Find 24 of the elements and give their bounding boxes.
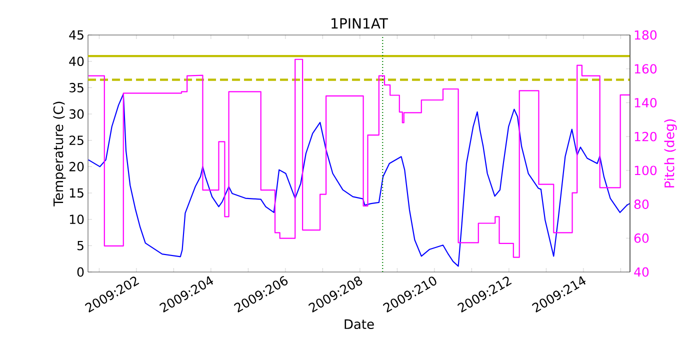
y-tick-label: 10 <box>70 214 84 224</box>
y-tick-label: 30 <box>70 109 84 119</box>
y-tick-label: 0 <box>77 267 84 277</box>
y-axis-title: Temperature (C) <box>53 102 66 206</box>
y-tick-label: 45 <box>69 30 84 40</box>
y-tick-label: 5 <box>77 241 84 250</box>
y-tick-label: 25 <box>69 136 84 146</box>
y2-tick-label: 160 <box>634 64 657 74</box>
y-tick-label: 20 <box>69 162 84 172</box>
y2-tick-label: 40 <box>634 267 649 277</box>
chart-title: 1PIN1AT <box>332 18 388 28</box>
y-tick-label: 15 <box>70 188 84 198</box>
y2-axis-title: Pitch (deg) <box>664 119 677 188</box>
y-tick-label: 40 <box>69 56 84 66</box>
line-series <box>88 58 630 258</box>
y-tick-label: 35 <box>70 82 84 92</box>
y2-tick-label: 100 <box>634 166 657 176</box>
y2-tick-label: 180 <box>634 30 657 40</box>
y2-tick-label: 140 <box>634 98 657 108</box>
x-axis-title: Date <box>344 319 374 330</box>
y2-tick-label: 120 <box>634 132 657 142</box>
y2-tick-label: 60 <box>634 233 649 243</box>
y2-tick-label: 80 <box>634 200 649 210</box>
line-series <box>88 93 630 267</box>
